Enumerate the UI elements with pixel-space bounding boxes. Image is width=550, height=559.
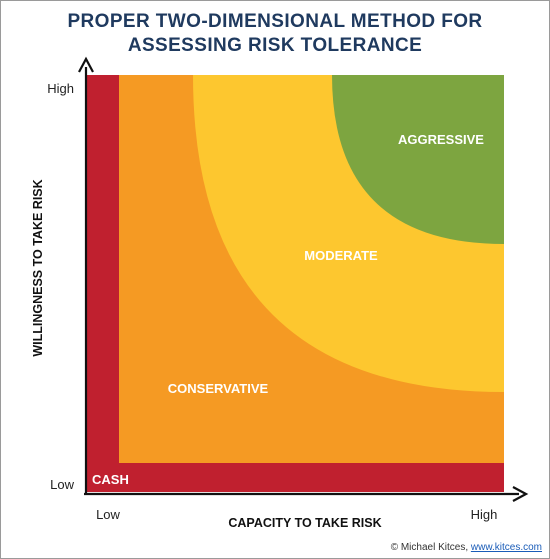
x-low-label: Low [96, 507, 120, 522]
title-line-2: ASSESSING RISK TOLERANCE [127, 35, 423, 56]
x-high-label: High [471, 507, 498, 522]
title-line-1: PROPER TWO-DIMENSIONAL METHOD FOR [67, 11, 483, 32]
x-axis-arrow-icon [512, 486, 529, 502]
y-high-label: High [47, 81, 74, 96]
footer-credit: © Michael Kitces, www.kitces.com [391, 542, 542, 553]
kitces-link[interactable]: www.kitces.com [470, 542, 542, 553]
aggressive-label: AGGRESSIVE [398, 132, 484, 147]
aggressive-zone [332, 75, 504, 244]
conservative-label: CONSERVATIVE [168, 381, 269, 396]
moderate-label: MODERATE [304, 248, 378, 263]
y-low-label: Low [50, 477, 74, 492]
x-axis-title: CAPACITY TO TAKE RISK [228, 516, 381, 530]
figure-title: PROPER TWO-DIMENSIONAL METHOD FOR ASSESS… [0, 10, 550, 58]
credit-text: © Michael Kitces, [390, 542, 471, 553]
y-axis-arrow-icon [78, 56, 94, 73]
y-axis-title: WILLINGNESS TO TAKE RISK [31, 179, 45, 356]
cash-label: CASH [92, 472, 129, 487]
